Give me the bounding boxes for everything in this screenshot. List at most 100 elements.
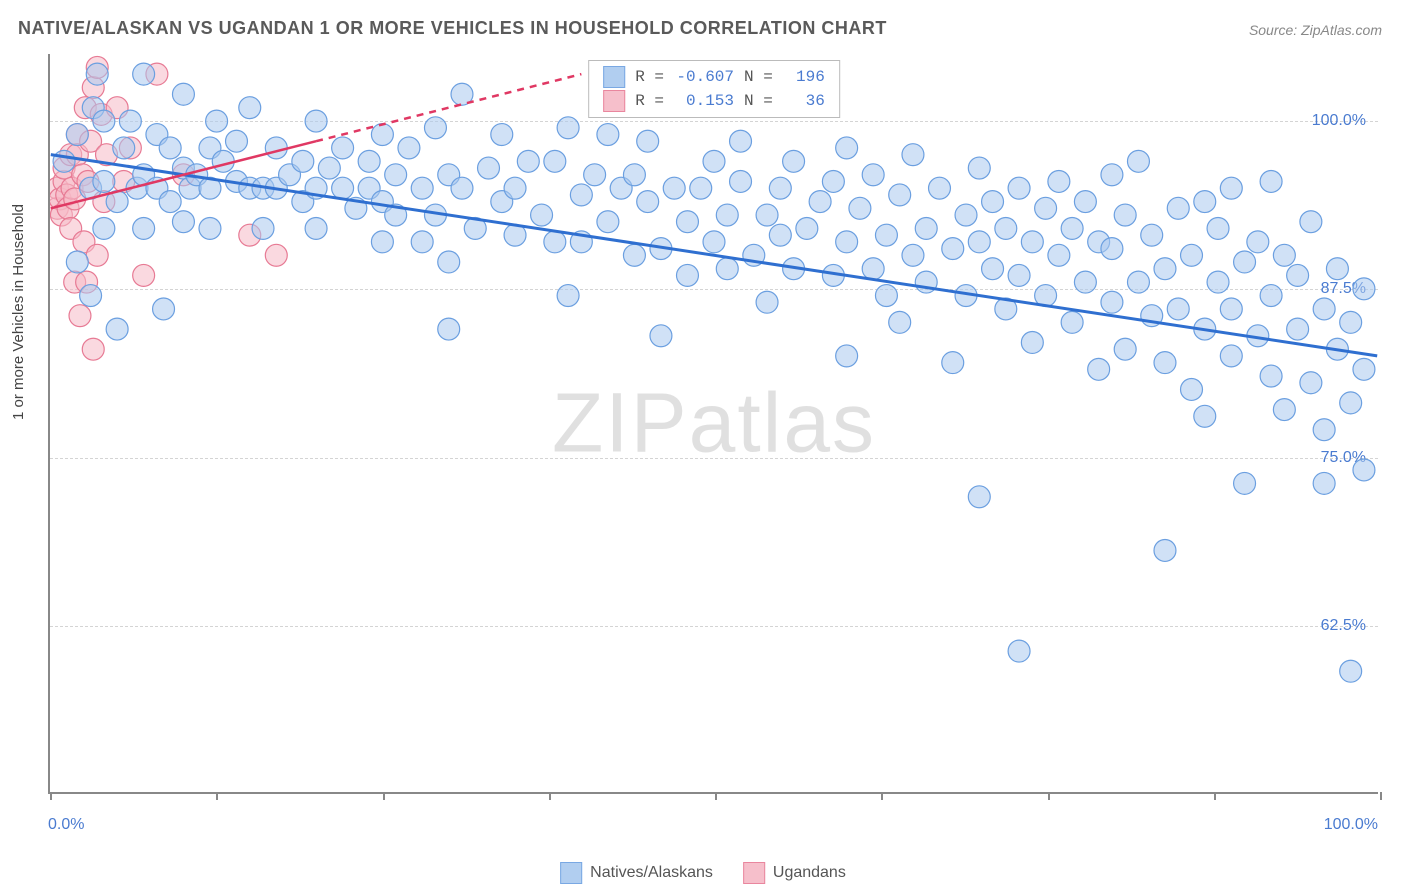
scatter-point bbox=[332, 137, 354, 159]
scatter-point bbox=[206, 110, 228, 132]
scatter-point bbox=[982, 258, 1004, 280]
stats-legend-box: R = -0.607 N = 196 R = 0.153 N = 36 bbox=[588, 60, 840, 118]
scatter-point bbox=[902, 144, 924, 166]
y-axis-label: 1 or more Vehicles in Household bbox=[10, 204, 27, 420]
scatter-point bbox=[133, 217, 155, 239]
scatter-point bbox=[570, 184, 592, 206]
scatter-point bbox=[438, 251, 460, 273]
scatter-point bbox=[133, 264, 155, 286]
scatter-point bbox=[557, 285, 579, 307]
plot-area: ZIPatlas 62.5%75.0%87.5%100.0% R = -0.60… bbox=[48, 54, 1378, 794]
r-value-series1: -0.607 bbox=[674, 65, 734, 89]
scatter-point bbox=[677, 264, 699, 286]
scatter-point bbox=[1048, 244, 1070, 266]
scatter-point bbox=[650, 325, 672, 347]
scatter-point bbox=[1260, 285, 1282, 307]
scatter-point bbox=[902, 244, 924, 266]
scatter-point bbox=[690, 177, 712, 199]
scatter-point bbox=[1220, 177, 1242, 199]
scatter-point bbox=[995, 217, 1017, 239]
scatter-point bbox=[1313, 419, 1335, 441]
scatter-point bbox=[1088, 358, 1110, 380]
legend-item-series2: Ugandans bbox=[743, 862, 846, 884]
scatter-point bbox=[491, 124, 513, 146]
scatter-point bbox=[1353, 278, 1375, 300]
scatter-point bbox=[716, 258, 738, 280]
scatter-point bbox=[982, 191, 1004, 213]
scatter-point bbox=[80, 285, 102, 307]
scatter-point bbox=[836, 345, 858, 367]
chart-container: NATIVE/ALASKAN VS UGANDAN 1 OR MORE VEHI… bbox=[0, 0, 1406, 892]
scatter-point bbox=[1287, 264, 1309, 286]
scatter-point bbox=[265, 137, 287, 159]
scatter-point bbox=[1154, 352, 1176, 374]
scatter-point bbox=[1021, 332, 1043, 354]
scatter-point bbox=[836, 231, 858, 253]
scatter-point bbox=[1101, 238, 1123, 260]
scatter-point bbox=[305, 110, 327, 132]
stats-row-series2: R = 0.153 N = 36 bbox=[603, 89, 825, 113]
scatter-point bbox=[1181, 378, 1203, 400]
scatter-point bbox=[716, 204, 738, 226]
scatter-point bbox=[1194, 405, 1216, 427]
scatter-point bbox=[942, 352, 964, 374]
scatter-point bbox=[544, 231, 566, 253]
scatter-point bbox=[106, 318, 128, 340]
chart-title: NATIVE/ALASKAN VS UGANDAN 1 OR MORE VEHI… bbox=[18, 18, 887, 39]
scatter-point bbox=[623, 164, 645, 186]
scatter-point bbox=[113, 137, 135, 159]
scatter-point bbox=[358, 150, 380, 172]
scatter-point bbox=[478, 157, 500, 179]
scatter-point bbox=[1326, 258, 1348, 280]
scatter-point bbox=[1101, 291, 1123, 313]
scatter-point bbox=[955, 204, 977, 226]
scatter-point bbox=[1194, 191, 1216, 213]
scatter-point bbox=[1353, 459, 1375, 481]
scatter-point bbox=[385, 164, 407, 186]
scatter-point bbox=[597, 211, 619, 233]
scatter-point bbox=[703, 150, 725, 172]
scatter-point bbox=[1074, 191, 1096, 213]
scatter-point bbox=[1300, 372, 1322, 394]
x-tick bbox=[50, 792, 52, 800]
scatter-point bbox=[1207, 217, 1229, 239]
scatter-point bbox=[968, 486, 990, 508]
n-value-series2: 36 bbox=[783, 89, 825, 113]
scatter-point bbox=[265, 244, 287, 266]
scatter-point bbox=[809, 191, 831, 213]
scatter-point bbox=[756, 204, 778, 226]
x-tick bbox=[383, 792, 385, 800]
scatter-point bbox=[371, 124, 393, 146]
scatter-point bbox=[517, 150, 539, 172]
scatter-point bbox=[756, 291, 778, 313]
scatter-point bbox=[796, 217, 818, 239]
scatter-point bbox=[1167, 298, 1189, 320]
scatter-point bbox=[875, 224, 897, 246]
scatter-point bbox=[1008, 640, 1030, 662]
scatter-point bbox=[677, 211, 699, 233]
scatter-point bbox=[1260, 365, 1282, 387]
scatter-point bbox=[1353, 358, 1375, 380]
x-axis-min-label: 0.0% bbox=[48, 816, 84, 834]
scatter-point bbox=[597, 124, 619, 146]
scatter-point bbox=[1260, 171, 1282, 193]
scatter-point bbox=[1061, 311, 1083, 333]
stats-row-series1: R = -0.607 N = 196 bbox=[603, 65, 825, 89]
scatter-point bbox=[1114, 204, 1136, 226]
scatter-point bbox=[836, 137, 858, 159]
scatter-point bbox=[318, 157, 340, 179]
scatter-point bbox=[172, 83, 194, 105]
scatter-point bbox=[1340, 311, 1362, 333]
legend-item-series1: Natives/Alaskans bbox=[560, 862, 713, 884]
n-value-series1: 196 bbox=[783, 65, 825, 89]
x-tick bbox=[549, 792, 551, 800]
scatter-point bbox=[438, 318, 460, 340]
scatter-point bbox=[119, 110, 141, 132]
scatter-point bbox=[1287, 318, 1309, 340]
scatter-point bbox=[1154, 258, 1176, 280]
scatter-point bbox=[1234, 472, 1256, 494]
scatter-point bbox=[1141, 224, 1163, 246]
scatter-point bbox=[544, 150, 566, 172]
scatter-point bbox=[1340, 392, 1362, 414]
scatter-point bbox=[531, 204, 553, 226]
